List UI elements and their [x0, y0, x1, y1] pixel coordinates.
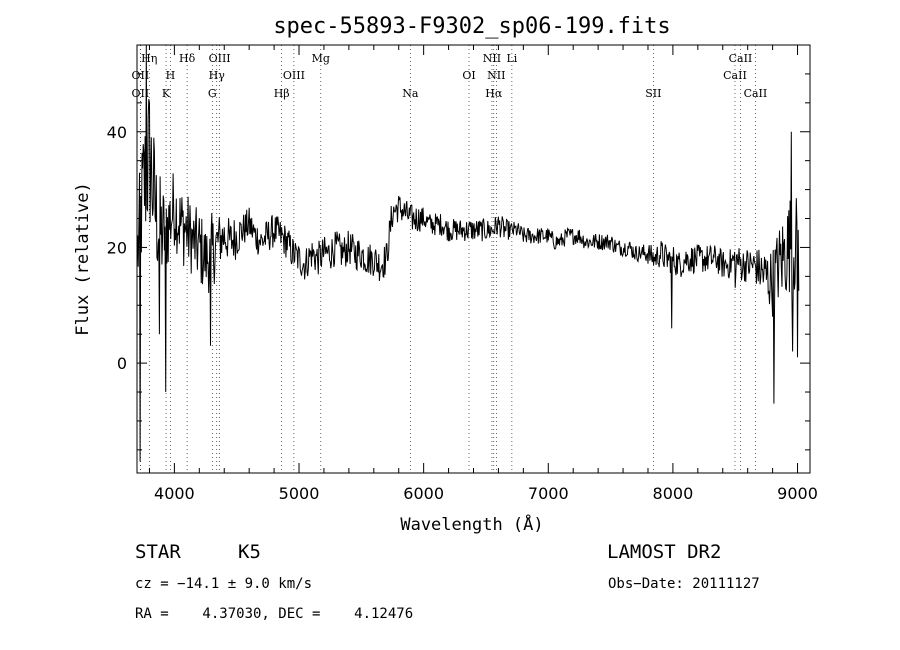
line-label: OIII [283, 69, 305, 82]
line-label: Mg [312, 52, 330, 65]
line-label: OII [132, 69, 150, 82]
x-tick-label: 6000 [403, 484, 444, 503]
line-label: Hη [141, 52, 157, 65]
line-label: K [162, 87, 171, 100]
x-tick-label: 8000 [653, 484, 694, 503]
object-subclass: K5 [238, 541, 261, 563]
line-label: NII [483, 52, 501, 65]
line-label: Na [402, 87, 419, 100]
x-tick-label: 9000 [777, 484, 818, 503]
spectrum-line [137, 44, 800, 462]
line-markers: OIIOIIHηKHHδGHγOIIIHβOIIIMgNaOINIIHαNIIL… [132, 45, 768, 473]
y-tick-label: 20 [107, 238, 127, 257]
y-tick-label: 40 [107, 123, 127, 142]
y-tick-label: 0 [117, 354, 127, 373]
tick-labels: 4000 5000 6000 7000 8000 9000 0 20 40 [107, 123, 818, 503]
line-label: Hα [485, 87, 503, 100]
line-label: Hβ [274, 87, 290, 100]
line-label: OI [462, 69, 475, 82]
line-label: Hδ [179, 52, 196, 65]
line-label: CaII [729, 52, 753, 65]
coordinates: RA = 4.37030, DEC = 4.12476 [135, 606, 414, 622]
tick-marks [137, 45, 810, 473]
y-axis-label: Flux (relative) [73, 182, 93, 336]
object-class: STAR [135, 541, 181, 563]
line-label: OII [132, 87, 150, 100]
plot-frame [136, 44, 811, 474]
x-tick-label: 5000 [279, 484, 320, 503]
redshift-cz: cz = −14.1 ± 9.0 km/s [135, 576, 313, 592]
line-label: Li [506, 52, 517, 65]
line-label: Hγ [209, 69, 226, 82]
line-label: CaII [723, 69, 747, 82]
x-axis-label: Wavelength (Å) [400, 513, 543, 535]
x-tick-label: 4000 [154, 484, 195, 503]
line-label: G [208, 87, 217, 100]
line-label: OIII [209, 52, 231, 65]
line-label: SII [645, 87, 661, 100]
line-label: H [166, 69, 176, 82]
x-tick-label: 7000 [528, 484, 569, 503]
chart-title: spec-55893-F9302_sp06-199.fits [273, 14, 670, 39]
survey-name: LAMOST DR2 [607, 541, 722, 563]
line-label: CaII [744, 87, 768, 100]
line-label: NII [487, 69, 505, 82]
observation-date: Obs−Date: 20111127 [608, 576, 760, 592]
